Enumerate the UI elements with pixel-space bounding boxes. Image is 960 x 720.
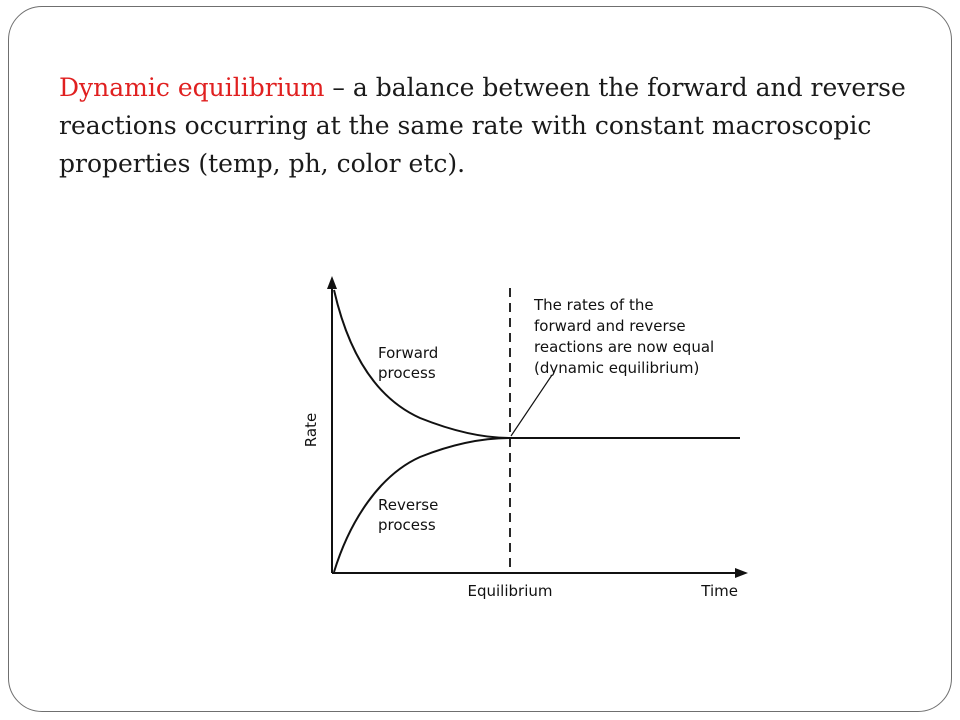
annotation-line4: (dynamic equilibrium)	[534, 359, 699, 377]
reverse-process-curve	[333, 437, 511, 573]
diagram-svg: Rate Time Equilibrium Forward process Re…	[302, 276, 748, 600]
reverse-label-line2: process	[378, 516, 436, 534]
definition-text: – a balance between the forward and reve…	[59, 73, 906, 178]
x-axis-arrow-icon	[735, 568, 748, 578]
forward-label-line1: Forward	[378, 344, 438, 362]
annotation-line2: forward and reverse	[534, 317, 686, 335]
x-axis-label: Time	[700, 582, 738, 600]
y-axis-arrow-icon	[327, 276, 337, 289]
annotation-line1: The rates of the	[533, 296, 654, 314]
rate-time-diagram: Rate Time Equilibrium Forward process Re…	[290, 270, 760, 610]
forward-process-curve	[333, 289, 511, 439]
y-axis-label: Rate	[302, 413, 320, 447]
slide-frame: Dynamic equilibrium – a balance between …	[8, 6, 952, 712]
annotation-pointer-line	[510, 374, 553, 437]
annotation-line3: reactions are now equal	[534, 338, 714, 356]
definition-paragraph: Dynamic equilibrium – a balance between …	[59, 69, 919, 183]
equilibrium-label: Equilibrium	[468, 582, 553, 600]
forward-label-line2: process	[378, 364, 436, 382]
term-dynamic-equilibrium: Dynamic equilibrium	[59, 73, 325, 102]
reverse-label-line1: Reverse	[378, 496, 438, 514]
